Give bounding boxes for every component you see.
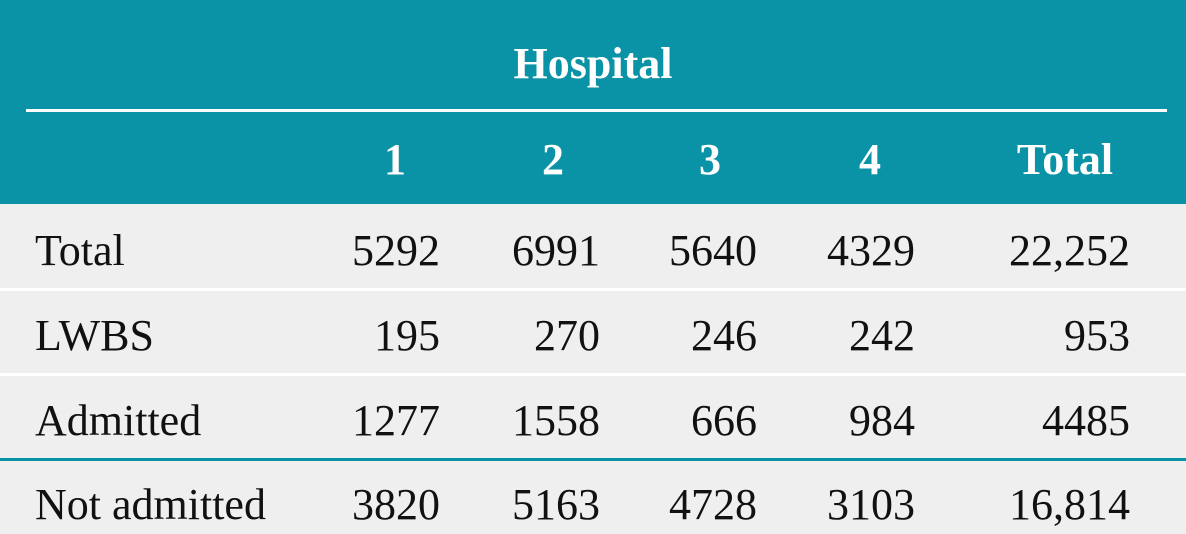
group-header-hospital: Hospital [513, 39, 673, 88]
table-cell: 270 [534, 311, 600, 360]
table-cell: 4728 [669, 480, 757, 529]
row-divider [0, 373, 1186, 376]
column-header-2: 2 [542, 135, 564, 184]
table-cell: 242 [849, 311, 915, 360]
table-cell: 5292 [352, 226, 440, 275]
table-cell: 22,252 [1009, 226, 1130, 275]
row-label: LWBS [35, 311, 154, 360]
row-divider [0, 288, 1186, 291]
header-divider [26, 109, 1167, 112]
table-cell: 3103 [827, 480, 915, 529]
column-header-4: 4 [859, 135, 881, 184]
table-cell: 246 [691, 311, 757, 360]
table-cell: 4329 [827, 226, 915, 275]
table-cell: 1558 [512, 396, 600, 445]
table-cell: 16,814 [1009, 480, 1130, 529]
column-header-1: 1 [384, 135, 406, 184]
table-header: Hospital 1 2 3 4 Total [0, 0, 1186, 204]
row-label: Admitted [35, 396, 202, 445]
table-cell: 6991 [512, 226, 600, 275]
table-cell: 984 [849, 396, 915, 445]
table-cell: 5163 [512, 480, 600, 529]
column-header-3: 3 [699, 135, 721, 184]
row-label: Total [35, 226, 125, 275]
table-cell: 3820 [352, 480, 440, 529]
table-cell: 5640 [669, 226, 757, 275]
table-cell: 953 [1064, 311, 1130, 360]
table-cell: 195 [374, 311, 440, 360]
row-label: Not admitted [35, 480, 266, 529]
table-cell: 1277 [352, 396, 440, 445]
row-divider [0, 458, 1186, 461]
column-header-total: Total [1016, 135, 1114, 184]
table-cell: 666 [691, 396, 757, 445]
table-cell: 4485 [1042, 396, 1130, 445]
